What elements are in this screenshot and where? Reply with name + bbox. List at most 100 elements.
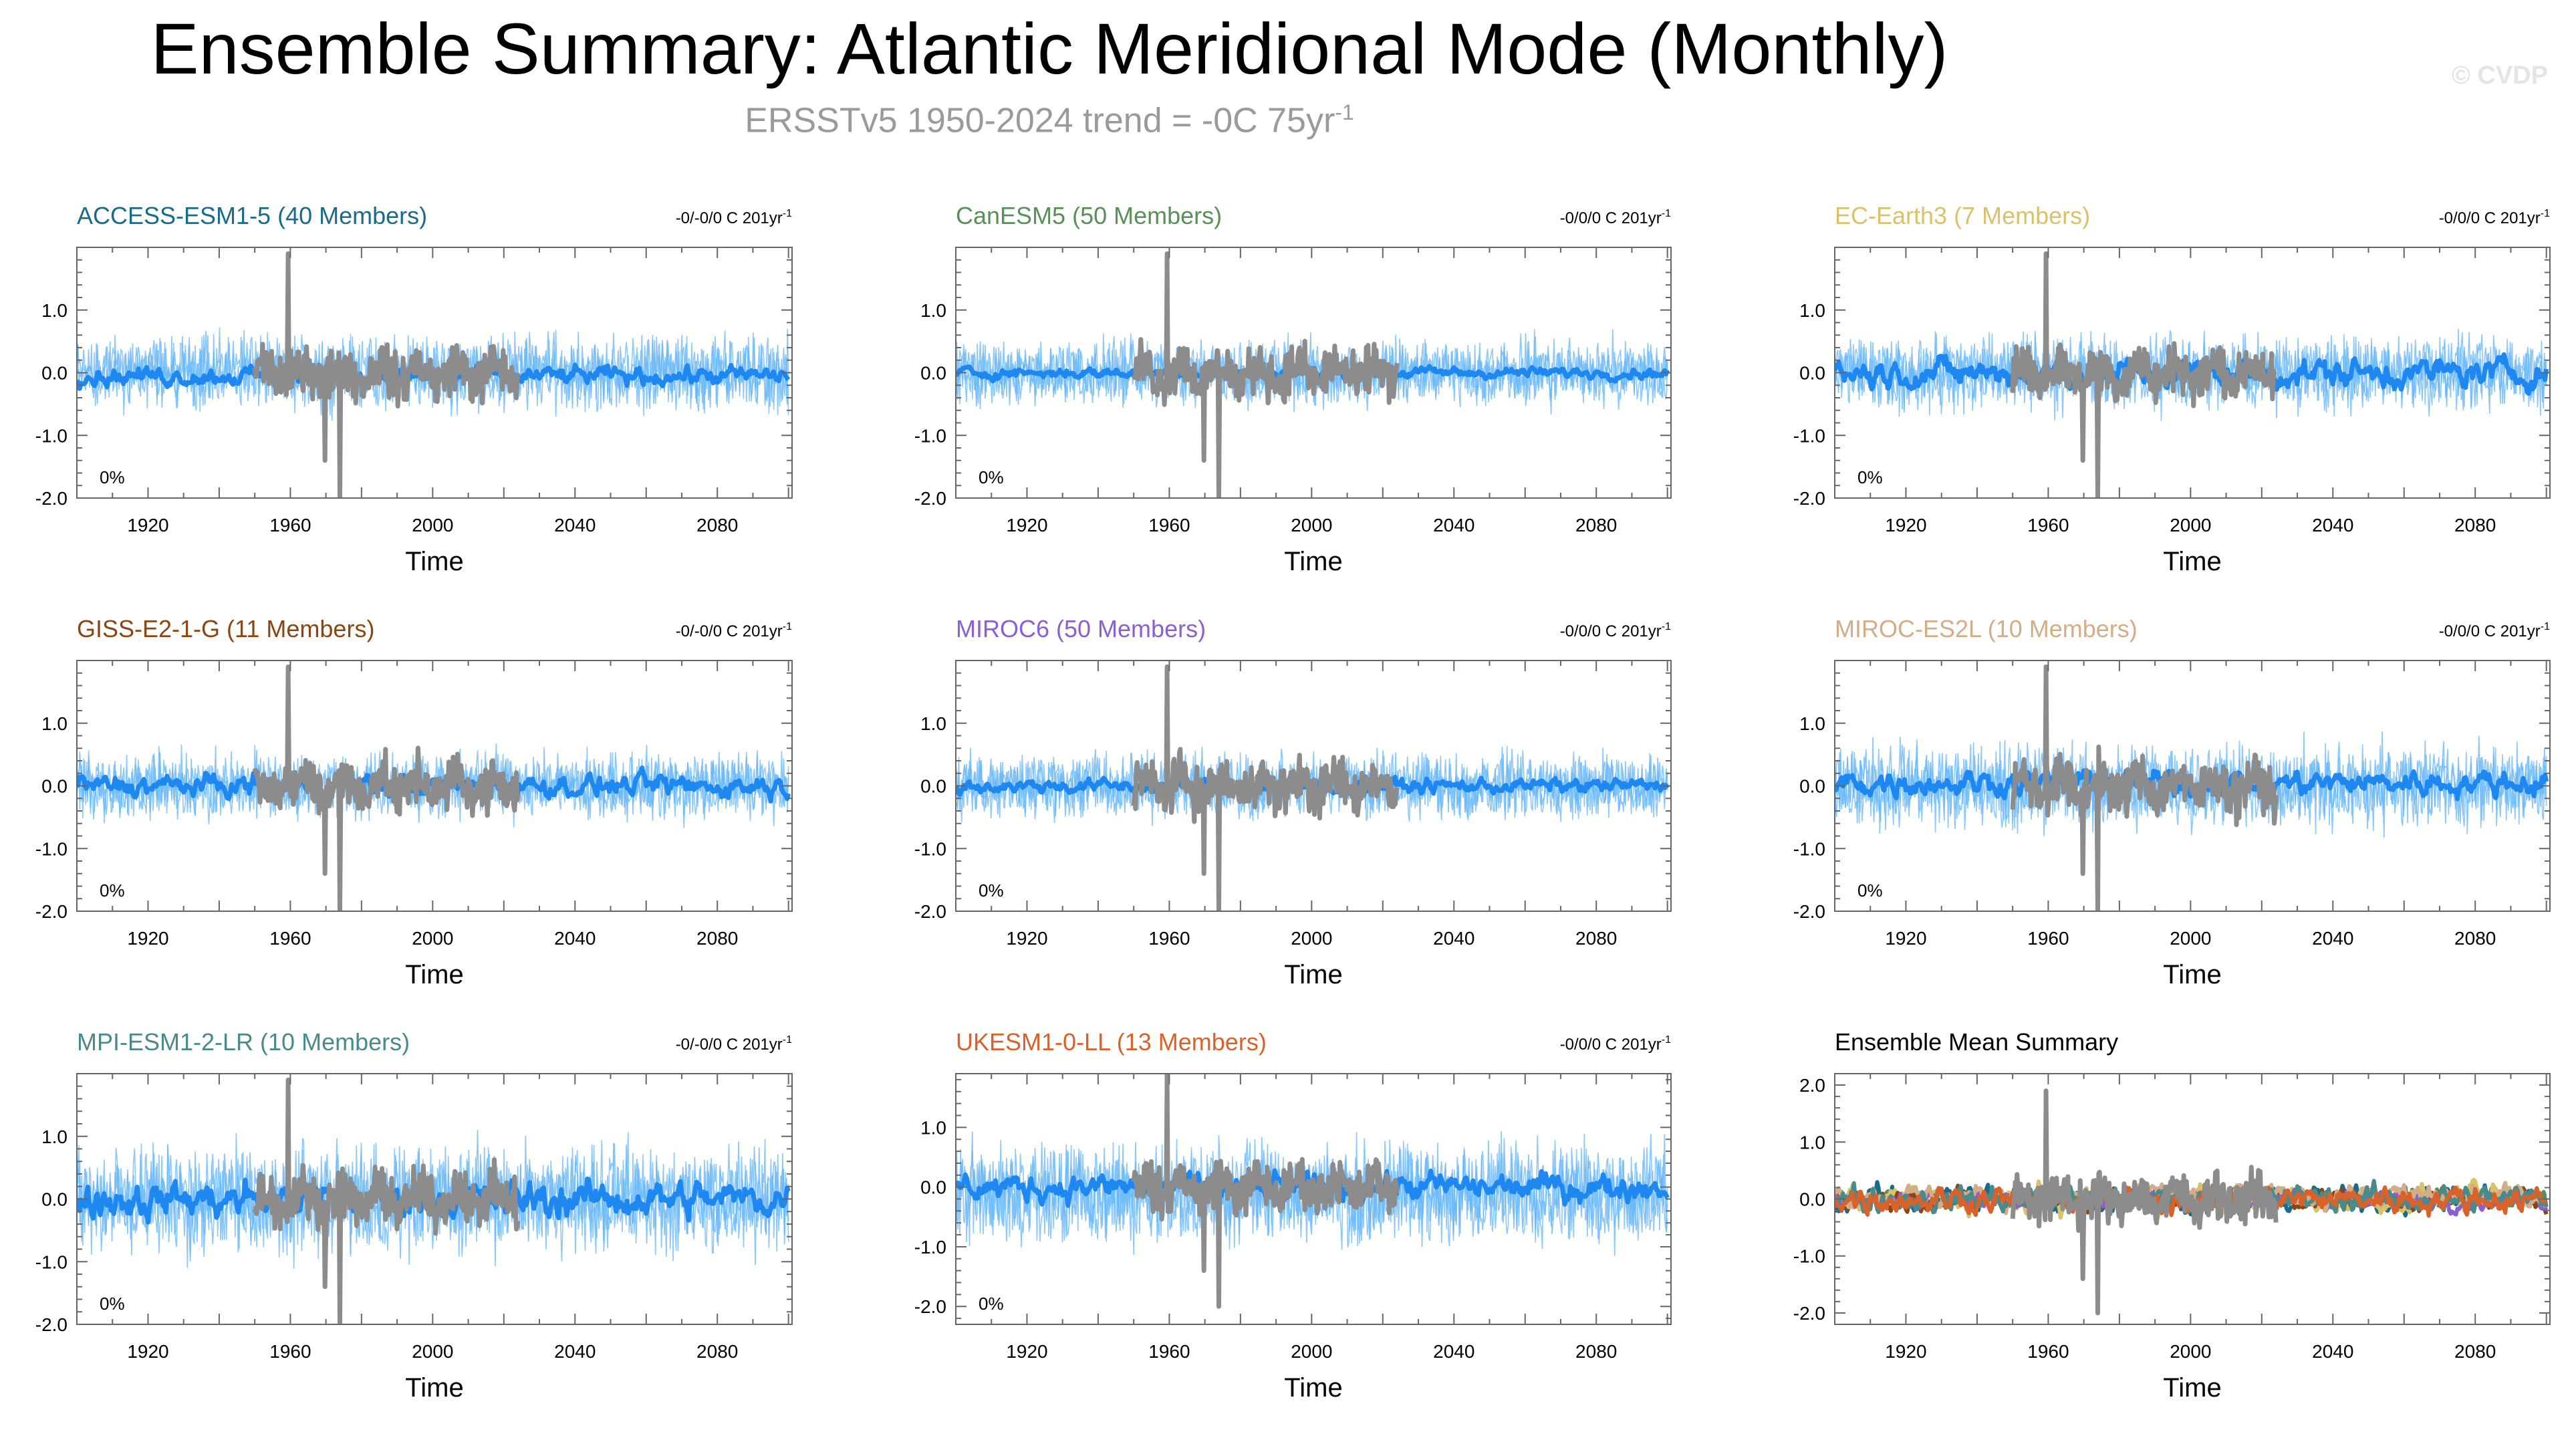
xtick-label: 1920 [1885, 928, 1926, 949]
trend-superscript: -1 [2541, 621, 2550, 632]
xtick-label: 2040 [554, 1341, 596, 1362]
panel-6: MIROC-ES2L (10 Members) -0/0/0 C 201yr-1 1… [1793, 615, 2551, 989]
ytick-label: 1.0 [1799, 713, 1825, 734]
ytick-label: -1.0 [35, 425, 68, 446]
trend-value: -0/-0/0 C 201yr [676, 622, 783, 640]
series-ersstv5 [2010, 664, 2279, 911]
trend-label: -0/-0/0 C 201yr-1 [676, 208, 792, 227]
series-ersstv5 [252, 664, 521, 911]
percent-label: 0% [979, 880, 1004, 901]
xtick-label: 1960 [1148, 515, 1190, 535]
spread-line [77, 1139, 789, 1260]
series-ensemble-mean [1835, 352, 2549, 396]
panel-title: EC-Earth3 (7 Members) [1835, 202, 2090, 229]
x-axis-title: Time [405, 960, 463, 989]
trend-value: -0/-0/0 C 201yr [676, 1036, 783, 1054]
series-ersstv5 [2010, 251, 2278, 498]
percent-label: 0% [979, 467, 1004, 487]
xtick-label: 2040 [2312, 928, 2353, 949]
copyright-watermark: © CVDP [2451, 62, 2548, 90]
ytick-label: 1.0 [1799, 300, 1825, 321]
x-axis-title: Time [405, 1373, 463, 1403]
xtick-label: 2040 [2312, 1341, 2353, 1362]
panel-title: MIROC-ES2L (10 Members) [1835, 615, 2138, 642]
trend-value: -0/0/0 C 201yr [2439, 209, 2541, 227]
panel-title: GISS-E2-1-G (11 Members) [77, 615, 374, 642]
spread-line [1835, 739, 2547, 837]
percent-label: 0% [1857, 880, 1883, 901]
x-axis-title: Time [1284, 1373, 1342, 1403]
series-ensemble-mean [1835, 767, 2549, 802]
xtick-label: 2000 [412, 1341, 453, 1362]
xtick-label: 1920 [1006, 928, 1047, 949]
xtick-label: 1920 [1885, 1341, 1926, 1362]
ytick-label: -1.0 [1793, 838, 1825, 859]
ytick-label: 0.0 [1799, 363, 1825, 384]
panel-title: MPI-ESM1-2-LR (10 Members) [77, 1028, 410, 1056]
ytick-label: 0.0 [920, 1177, 946, 1198]
ytick-label: 0.0 [41, 363, 68, 384]
panel-title: ACCESS-ESM1-5 (40 Members) [77, 202, 427, 229]
ytick-label: 1.0 [41, 713, 68, 734]
xtick-label: 2080 [696, 928, 738, 949]
ytick-label: 1.0 [920, 300, 946, 321]
xtick-label: 2080 [696, 515, 738, 535]
xtick-label: 2080 [1575, 1341, 1617, 1362]
trend-label: -0/0/0 C 201yr-1 [1560, 621, 1671, 640]
panel-title: UKESM1-0-LL (13 Members) [956, 1028, 1267, 1056]
plot-area [77, 664, 791, 911]
xtick-label: 2040 [554, 928, 596, 949]
xtick-label: 2080 [2454, 1341, 2496, 1362]
ytick-label: 2.0 [1799, 1075, 1825, 1096]
xtick-label: 1960 [2027, 1341, 2069, 1362]
ytick-label: 0.0 [920, 776, 946, 797]
page-title: Ensemble Summary: Atlantic Meridional Mo… [150, 8, 1948, 89]
series-ersstv5 [1131, 251, 1400, 498]
panel-2: CanESM5 (50 Members) -0/0/0 C 201yr-1 1.0 0… [914, 202, 1672, 576]
plot-area [77, 251, 791, 498]
panel-title: CanESM5 (50 Members) [956, 202, 1222, 229]
plot-area [956, 1074, 1670, 1309]
trend-superscript: -1 [783, 621, 792, 632]
xtick-label: 1920 [127, 928, 168, 949]
ytick-label: -1.0 [1793, 1246, 1825, 1267]
xtick-label: 2080 [2454, 928, 2496, 949]
ytick-label: -1.0 [914, 838, 946, 859]
xtick-label: 1920 [1885, 515, 1926, 535]
xtick-label: 1960 [269, 515, 311, 535]
series-ersstv5 [252, 1077, 521, 1324]
trend-value: -0/0/0 C 201yr [1560, 622, 1662, 640]
page-subtitle: ERSSTv5 1950-2024 trend = -0C 75yr-1 [0, 100, 2099, 140]
xtick-label: 2000 [1291, 1341, 1332, 1362]
panel-5: MIROC6 (50 Members) -0/0/0 C 201yr-1 1.0 0.… [914, 615, 1672, 989]
xtick-label: 2080 [1575, 928, 1617, 949]
percent-label: 0% [100, 467, 125, 487]
ytick-label: -2.0 [35, 901, 68, 922]
ytick-label: -2.0 [914, 901, 946, 922]
x-axis-title: Time [405, 547, 463, 576]
subtitle-superscript: -1 [1335, 100, 1354, 124]
percent-label: 0% [100, 880, 125, 901]
xtick-label: 1920 [1006, 515, 1047, 535]
xtick-label: 1960 [2027, 928, 2069, 949]
ytick-label: -2.0 [1793, 488, 1825, 509]
ytick-label: -1.0 [1793, 425, 1825, 446]
series-ersstv5 [2010, 1088, 2279, 1316]
xtick-label: 2080 [2454, 515, 2496, 535]
ytick-label: -1.0 [914, 1237, 946, 1258]
trend-value: -0/0/0 C 201yr [1560, 1036, 1662, 1054]
plot-area [1835, 251, 2549, 498]
xtick-label: 1920 [127, 515, 168, 535]
panel-7: MPI-ESM1-2-LR (10 Members) -0/-0/0 C 201y… [35, 1028, 793, 1403]
trend-value: -0/0/0 C 201yr [2439, 622, 2541, 640]
panel-title: Ensemble Mean Summary [1835, 1028, 2118, 1056]
ytick-label: 1.0 [1799, 1132, 1825, 1153]
trend-superscript: -1 [1662, 1034, 1671, 1046]
panel-1: ACCESS-ESM1-5 (40 Members) -0/-0/0 C 201y… [35, 202, 793, 576]
xtick-label: 1960 [2027, 515, 2069, 535]
ytick-label: 1.0 [920, 1117, 946, 1138]
percent-label: 0% [979, 1294, 1004, 1314]
ytick-label: -2.0 [1793, 901, 1825, 922]
plot-area [956, 251, 1670, 498]
